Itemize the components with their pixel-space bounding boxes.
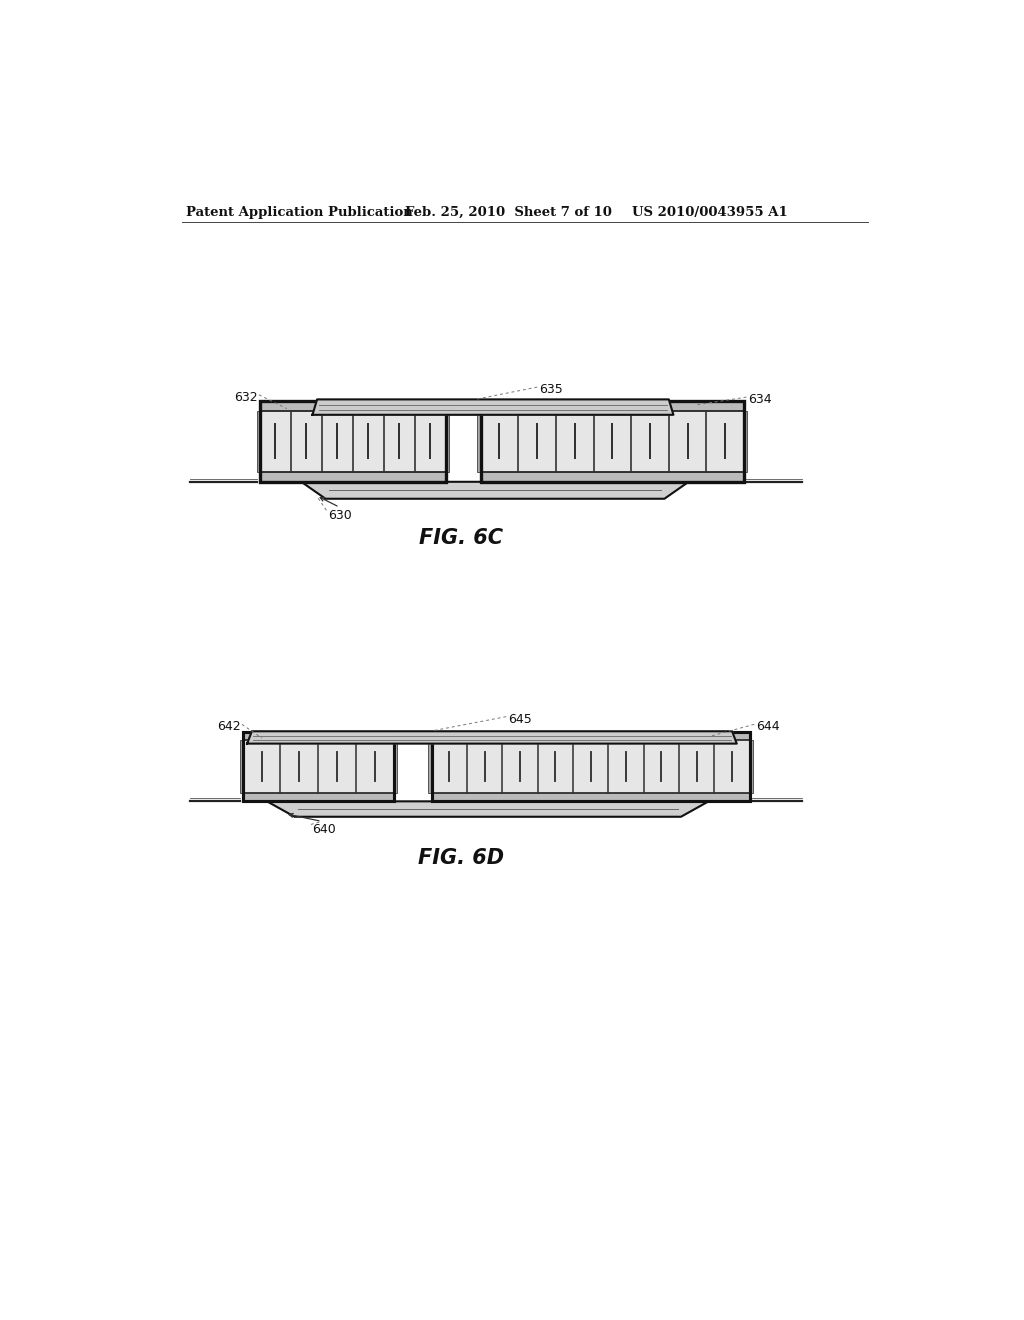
Bar [260, 401, 445, 482]
Bar [394, 741, 397, 793]
Bar [260, 473, 445, 482]
Bar [432, 793, 750, 801]
Bar [432, 733, 750, 741]
Bar [480, 401, 744, 482]
Text: 630: 630 [328, 508, 351, 521]
Text: 634: 634 [748, 393, 772, 407]
Polygon shape [312, 400, 674, 414]
Text: Feb. 25, 2010  Sheet 7 of 10: Feb. 25, 2010 Sheet 7 of 10 [406, 206, 612, 219]
Text: 632: 632 [233, 391, 257, 404]
Text: FIG. 6C: FIG. 6C [419, 528, 504, 548]
Bar [480, 401, 744, 482]
Bar [243, 733, 394, 741]
Bar [243, 793, 394, 801]
Bar [445, 411, 449, 473]
Text: US 2010/0043955 A1: US 2010/0043955 A1 [632, 206, 787, 219]
Text: FIG. 6D: FIG. 6D [418, 847, 504, 867]
Polygon shape [247, 731, 736, 743]
Bar [243, 733, 394, 801]
Bar [480, 401, 744, 411]
Bar [432, 733, 750, 801]
Bar [260, 401, 445, 482]
Bar [428, 741, 432, 793]
Text: 645: 645 [508, 713, 531, 726]
Bar [243, 733, 394, 801]
Text: 642: 642 [217, 721, 241, 734]
Bar [750, 741, 754, 793]
Text: 635: 635 [539, 383, 562, 396]
Polygon shape [301, 482, 688, 499]
Text: 644: 644 [756, 721, 779, 734]
Polygon shape [267, 801, 709, 817]
Text: 640: 640 [312, 822, 336, 836]
Bar [260, 401, 445, 411]
Bar [744, 411, 748, 473]
Text: Patent Application Publication: Patent Application Publication [186, 206, 413, 219]
Bar [240, 741, 243, 793]
Bar [257, 411, 260, 473]
Bar [477, 411, 480, 473]
Bar [480, 473, 744, 482]
Bar [432, 733, 750, 801]
